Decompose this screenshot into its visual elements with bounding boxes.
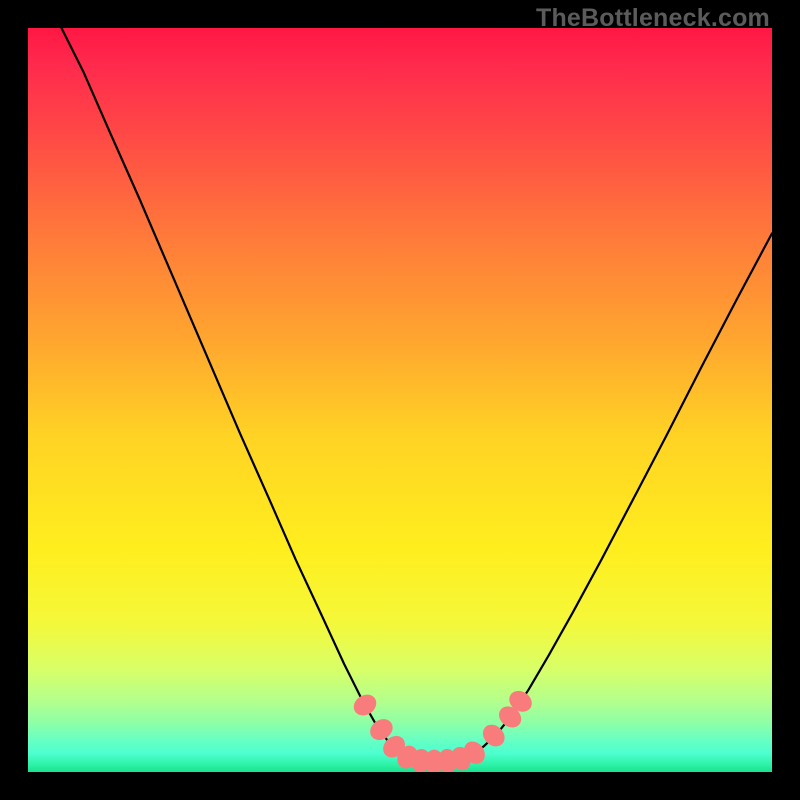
bottleneck-curve — [28, 28, 772, 772]
chart-root: TheBottleneck.com — [0, 0, 800, 800]
curve-path — [61, 28, 772, 761]
plot-area — [28, 28, 772, 772]
watermark-text: TheBottleneck.com — [536, 4, 770, 33]
curve-marker — [350, 690, 381, 719]
